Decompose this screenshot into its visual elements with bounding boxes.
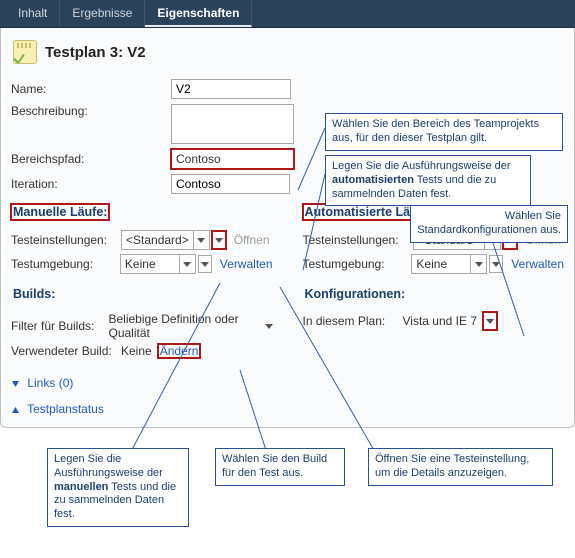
- config-plan-value: Vista und IE 7: [403, 314, 478, 328]
- callout-open: Öffnen Sie eine Testeinstellung, um die …: [368, 448, 553, 486]
- testplan-icon: [13, 40, 37, 64]
- callout-auto-settings: Legen Sie die Ausführungsweise der autom…: [325, 155, 531, 206]
- config-plan-more-button[interactable]: [483, 312, 497, 330]
- config-plan-label: In diesem Plan:: [303, 314, 403, 328]
- used-build-label: Verwendeter Build:: [11, 344, 121, 358]
- used-build-value: Keine: [121, 344, 152, 358]
- tab-inhalt[interactable]: Inhalt: [6, 0, 60, 27]
- callout-std-config: Wählen Sie Standardkonfigurationen aus.: [410, 205, 568, 243]
- area-path-combo[interactable]: Contoso: [171, 149, 294, 169]
- tab-eigenschaften[interactable]: Eigenschaften: [145, 0, 252, 27]
- builds-heading: Builds:: [11, 286, 57, 302]
- links-label: Links (0): [27, 376, 73, 390]
- manual-env-manage-link[interactable]: Verwalten: [220, 257, 273, 271]
- manual-runs-section: Manuelle Läufe: Testeinstellungen: <Stan…: [11, 204, 273, 362]
- links-expander[interactable]: Links (0): [11, 376, 564, 390]
- chevron-down-icon: [470, 255, 486, 273]
- manual-env-value: Keine: [121, 257, 179, 271]
- auto-settings-label: Testeinstellungen:: [303, 233, 413, 247]
- auto-env-label: Testumgebung:: [303, 257, 412, 271]
- auto-env-combo[interactable]: Keine: [411, 254, 487, 274]
- config-heading: Konfigurationen:: [303, 286, 408, 302]
- chevron-down-icon: [193, 231, 209, 249]
- manual-settings-more-button[interactable]: [212, 231, 226, 249]
- used-build-change-link[interactable]: Ändern: [158, 344, 201, 358]
- iteration-label: Iteration:: [11, 177, 171, 191]
- callout-area: Wählen Sie den Bereich des Teamprojekts …: [325, 113, 563, 151]
- tab-ergebnisse[interactable]: Ergebnisse: [60, 0, 145, 27]
- tab-bar: Inhalt Ergebnisse Eigenschaften: [0, 0, 575, 28]
- callout-build: Wählen Sie den Build für den Test aus.: [215, 448, 345, 486]
- auto-env-value: Keine: [412, 257, 470, 271]
- testplanstatus-expander[interactable]: Testplanstatus: [11, 402, 564, 416]
- name-input[interactable]: [171, 79, 291, 99]
- name-label: Name:: [11, 82, 171, 96]
- iteration-input[interactable]: [171, 174, 290, 194]
- manual-settings-open-link[interactable]: Öffnen: [234, 233, 270, 247]
- auto-env-more-button[interactable]: [489, 255, 503, 273]
- testplanstatus-label: Testplanstatus: [27, 402, 104, 416]
- auto-env-manage-link[interactable]: Verwalten: [511, 257, 564, 271]
- manual-settings-combo[interactable]: <Standard>: [121, 230, 210, 250]
- manual-settings-label: Testeinstellungen:: [11, 233, 121, 247]
- manual-env-more-button[interactable]: [198, 255, 212, 273]
- build-filter-value: Beliebige Definition oder Qualität: [109, 312, 264, 340]
- chevron-down-icon: [179, 255, 195, 273]
- manual-runs-heading: Manuelle Läufe:: [11, 204, 109, 220]
- area-path-value: Contoso: [172, 152, 230, 166]
- manual-env-label: Testumgebung:: [11, 257, 120, 271]
- page-title: Testplan 3: V2: [45, 44, 146, 61]
- manual-env-combo[interactable]: Keine: [120, 254, 196, 274]
- description-input[interactable]: [171, 104, 294, 144]
- description-label: Beschreibung:: [11, 104, 171, 118]
- area-label: Bereichspfad:: [11, 152, 171, 166]
- manual-settings-value: <Standard>: [122, 233, 193, 247]
- callout-manual-settings: Legen Sie die Ausführungsweise der manue…: [47, 448, 189, 527]
- build-filter-label: Filter für Builds:: [11, 319, 109, 333]
